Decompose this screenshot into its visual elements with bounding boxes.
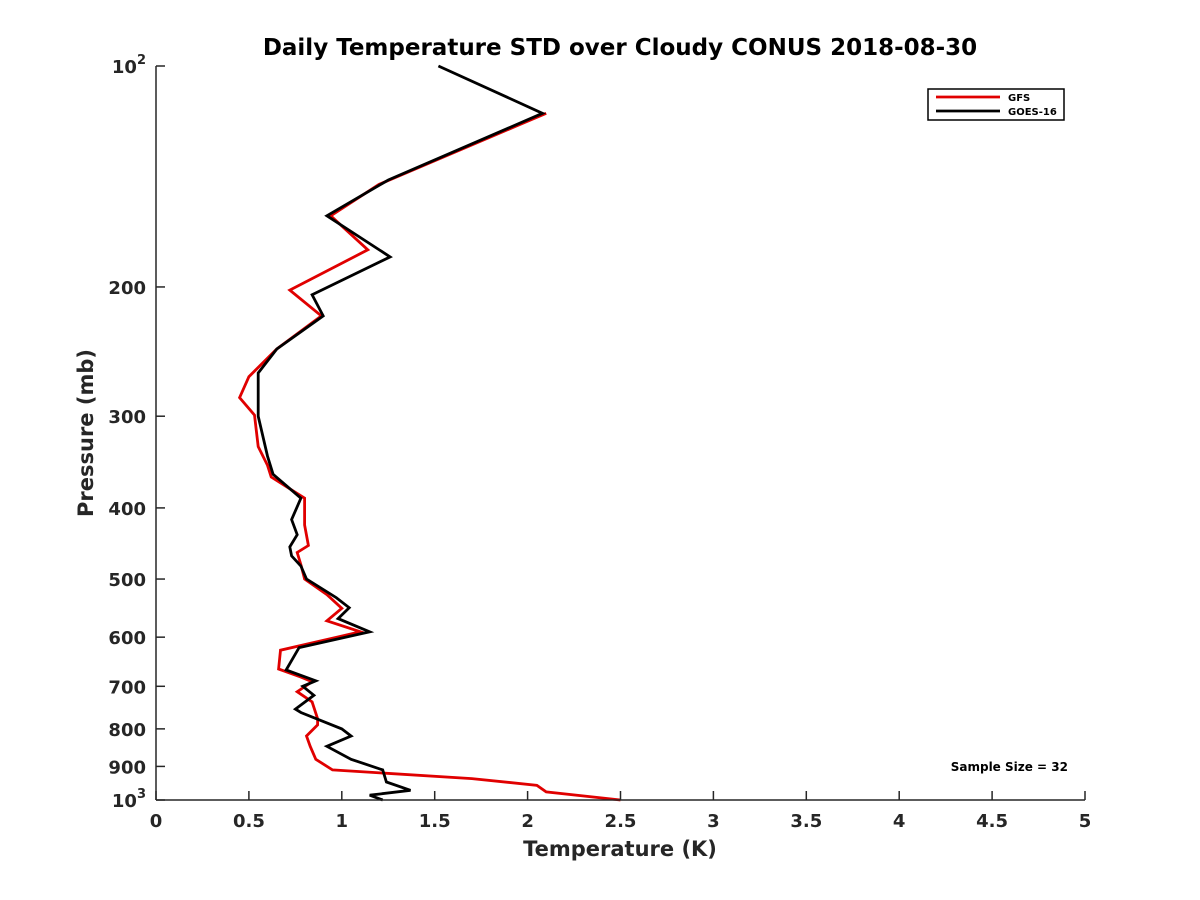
y-tick-label-exponent: 3 [137, 787, 146, 802]
plot-area [237, 64, 621, 802]
y-tick-label: 900 [108, 757, 146, 778]
y-tick-label: 103 [112, 787, 146, 812]
x-tick-label: 4.5 [976, 811, 1008, 832]
x-tick-label: 3.5 [790, 811, 822, 832]
y-tick-label-base: 10 [112, 791, 137, 812]
x-tick-label: 0 [150, 811, 163, 832]
legend: GFS GOES-16 [927, 88, 1065, 121]
legend-box [927, 88, 1065, 121]
legend-entry-label: GOES-16 [1008, 107, 1057, 118]
x-tick-label: 0.5 [233, 811, 265, 832]
y-tick-label: 300 [108, 407, 146, 428]
y-tick-label-exponent: 2 [137, 53, 146, 68]
x-tick-label: 2.5 [605, 811, 637, 832]
x-tick-label: 4 [893, 811, 906, 832]
x-axis: 0 0.5 1 1.5 2 2.5 3 3.5 4 4.5 5 [150, 791, 1092, 832]
y-tick-label: 500 [108, 570, 146, 591]
y-tick-label: 700 [108, 677, 146, 698]
sample-size-annotation: Sample Size = 32 [951, 760, 1068, 774]
y-tick-label: 800 [108, 720, 146, 741]
y-tick-label-base: 10 [112, 57, 137, 78]
x-tick-label: 3 [707, 811, 720, 832]
x-tick-label: 1.5 [419, 811, 451, 832]
y-tick-label: 200 [108, 278, 146, 299]
x-tick-label: 5 [1079, 811, 1092, 832]
y-tick-label: 600 [108, 628, 146, 649]
series-line-gfs [237, 112, 621, 802]
series-line-goes-16 [256, 64, 546, 802]
x-tick-label: 2 [521, 811, 534, 832]
y-tick-label: 400 [108, 499, 146, 520]
x-axis-label: Temperature (K) [523, 837, 717, 861]
y-tick-label: 102 [112, 53, 146, 78]
x-tick-label: 1 [336, 811, 349, 832]
legend-entry-label: GFS [1008, 93, 1030, 104]
chart-title: Daily Temperature STD over Cloudy CONUS … [263, 35, 977, 61]
y-axis-label: Pressure (mb) [74, 349, 98, 517]
